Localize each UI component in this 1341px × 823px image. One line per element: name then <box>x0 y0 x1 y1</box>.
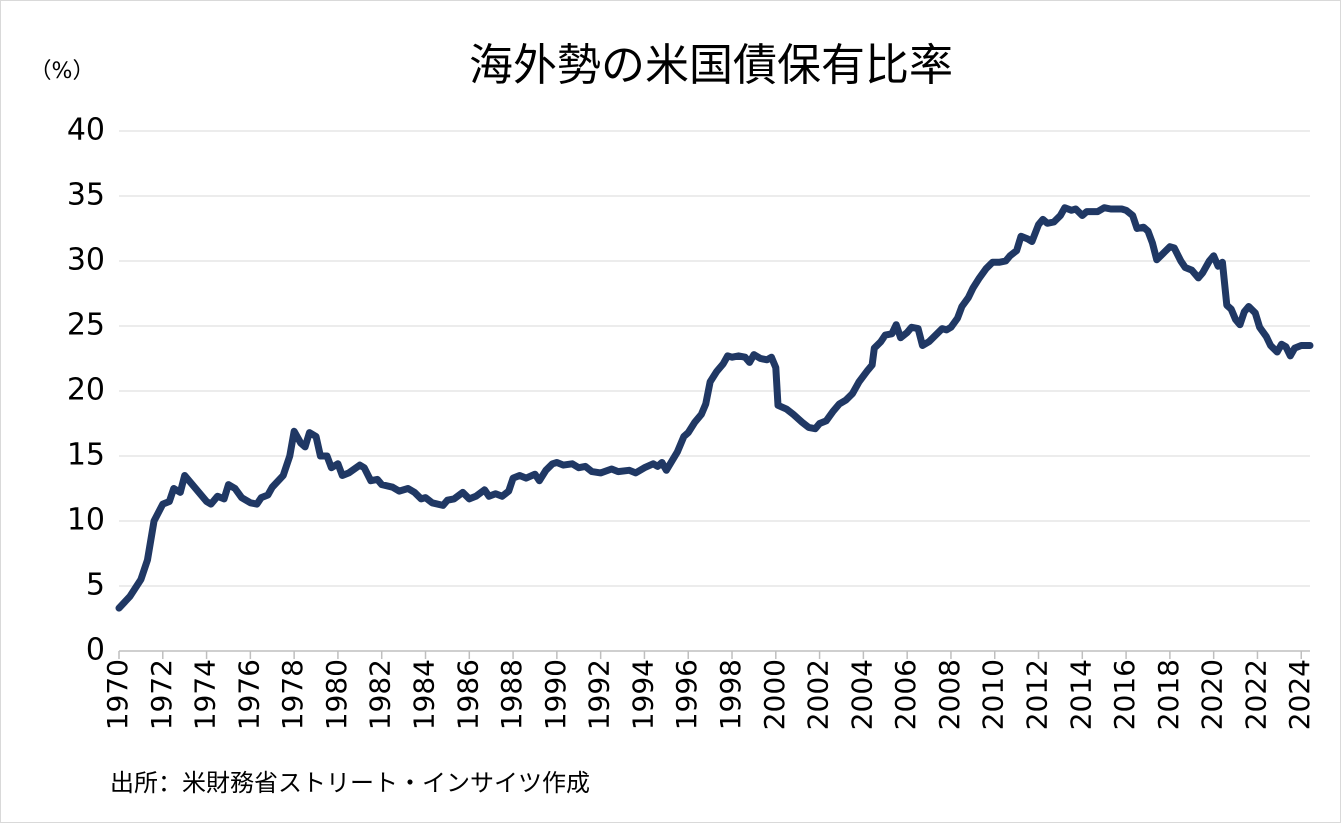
x-tick-label: 1974 <box>189 659 222 730</box>
y-tick-label: 20 <box>67 373 105 408</box>
x-tick-label: 1970 <box>101 659 134 730</box>
x-tick-label: 1994 <box>626 659 659 730</box>
y-tick-label: 25 <box>67 308 105 343</box>
x-tick-label: 2018 <box>1152 659 1185 730</box>
y-tick-label: 30 <box>67 243 105 278</box>
x-tick-label: 2002 <box>802 659 835 730</box>
x-tick-label: 2010 <box>977 659 1010 730</box>
x-tick-label: 1982 <box>364 659 397 730</box>
x-tick-label: 2008 <box>933 659 966 730</box>
x-tick-label: 1986 <box>451 659 484 730</box>
x-tick-label: 2024 <box>1283 659 1316 730</box>
y-axis-label: （%） <box>30 59 95 84</box>
y-tick-label: 35 <box>67 178 105 213</box>
x-tick-label: 2022 <box>1239 659 1272 730</box>
data-line <box>115 204 1314 612</box>
x-tick-label: 1976 <box>232 659 265 730</box>
x-tick-label: 1984 <box>408 659 441 730</box>
x-tick-label: 1980 <box>320 659 353 730</box>
x-tick-label: 1990 <box>539 659 572 730</box>
x-tick-label: 1992 <box>583 659 616 730</box>
y-tick-label: 0 <box>86 633 105 668</box>
x-tick-label: 1996 <box>670 659 703 730</box>
x-tick-label: 1998 <box>714 659 747 730</box>
x-tick-label: 2004 <box>845 659 878 730</box>
x-tick-label: 2000 <box>758 659 791 730</box>
y-tick-label: 40 <box>67 113 105 148</box>
y-tick-label: 15 <box>67 438 105 473</box>
source-note: 出所：米財務省ストリート・インサイツ作成 <box>110 769 590 797</box>
x-tick-label: 1988 <box>495 659 528 730</box>
x-tick-label: 1978 <box>276 659 309 730</box>
x-tick-label: 2014 <box>1064 659 1097 730</box>
x-tick-label: 2006 <box>889 659 922 730</box>
y-tick-label: 5 <box>86 568 105 603</box>
x-tick-label: 2020 <box>1196 659 1229 730</box>
x-tick-label: 2012 <box>1021 659 1054 730</box>
y-tick-label: 10 <box>67 503 105 538</box>
x-tick-label: 2016 <box>1108 659 1141 730</box>
x-tick-label: 1972 <box>145 659 178 730</box>
chart-title: 海外勢の米国債保有比率 <box>469 40 953 91</box>
